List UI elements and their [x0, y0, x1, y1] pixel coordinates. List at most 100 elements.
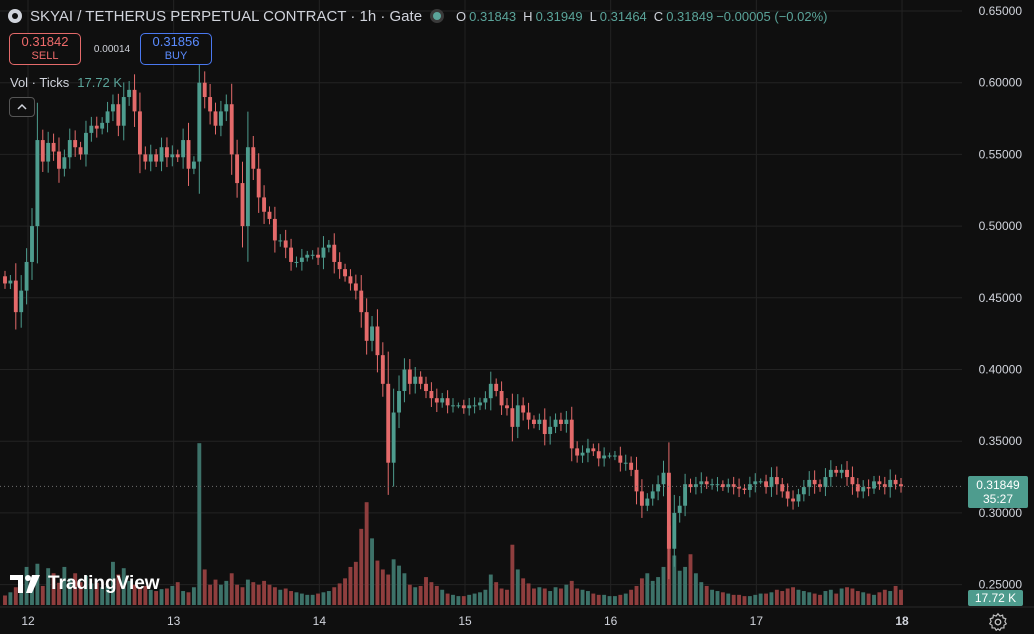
collapse-legend-button[interactable] — [9, 97, 35, 117]
volume-bar — [769, 592, 774, 605]
volume-bar — [807, 592, 812, 605]
volume-bar — [262, 580, 267, 605]
symbol-title[interactable]: SKYAI / TETHERUS PERPETUAL CONTRACT · 1h… — [30, 7, 423, 25]
candle-body — [137, 111, 142, 155]
volume-bar — [623, 593, 628, 605]
candle-body — [245, 147, 250, 227]
candle-body — [175, 154, 180, 158]
tradingview-logo[interactable]: TradingView — [10, 573, 160, 595]
candle-body — [742, 488, 747, 490]
candle-body — [164, 147, 169, 158]
candle-body — [267, 211, 272, 219]
gear-icon[interactable] — [987, 611, 1009, 633]
candle-body — [262, 197, 267, 212]
volume-bar — [89, 583, 94, 605]
volume-bar — [137, 587, 142, 605]
candle-body — [380, 355, 385, 384]
volume-bar — [612, 596, 617, 605]
price-tick-label: 0.25000 — [979, 578, 1023, 592]
volume-bar — [791, 587, 795, 605]
volume-bar — [235, 584, 240, 605]
volume-bar — [602, 594, 607, 605]
candle-body — [197, 82, 202, 162]
volume-bar — [866, 593, 871, 605]
candle-body — [872, 481, 876, 489]
candle-body — [353, 283, 358, 291]
volume-bar — [639, 578, 644, 605]
candle-body — [488, 383, 493, 399]
volume-bar — [677, 570, 682, 605]
volume-bar — [121, 568, 126, 605]
volume-bar — [650, 580, 655, 605]
candle-body — [19, 290, 24, 313]
candle-body — [666, 472, 671, 549]
time-axis[interactable]: 12 13 14 15 16 17 18 — [21, 614, 909, 628]
candle-body — [704, 481, 709, 485]
volume-bar — [316, 593, 321, 605]
volume-bar — [299, 593, 304, 605]
volume-bar — [461, 596, 466, 605]
candle-body — [845, 469, 849, 478]
volume-legend-value: 17.72 K — [77, 75, 123, 90]
volume-bar — [834, 593, 839, 605]
volume-bar — [785, 588, 790, 605]
candle-body — [683, 484, 688, 506]
volume-bar — [537, 587, 542, 605]
candle-body — [553, 419, 558, 427]
candle-body — [348, 276, 353, 284]
volume-bar — [661, 566, 666, 605]
sell-button[interactable]: 0.31842 SELL — [9, 33, 81, 65]
candle-body — [445, 398, 450, 406]
volume-bar — [380, 569, 385, 605]
price-tick-label: 0.35000 — [979, 434, 1023, 448]
volume-bar — [73, 573, 78, 605]
volume-bar — [499, 588, 504, 605]
candle-body — [343, 269, 347, 277]
sell-price: 0.31842 — [21, 34, 69, 49]
volume-bar — [548, 591, 553, 605]
volume-bar — [877, 592, 882, 605]
candle-body — [645, 498, 650, 506]
candle-body — [127, 89, 132, 98]
volume-bar — [715, 591, 720, 605]
volume-bar — [13, 587, 18, 605]
candle-body — [78, 147, 83, 155]
chart-grid — [0, 0, 1034, 608]
price-axis[interactable]: 0.65000 0.60000 0.55000 0.50000 0.45000 0.400… — [979, 4, 1023, 592]
candle-body — [828, 469, 833, 478]
candle-body — [159, 147, 164, 162]
volume-bar — [429, 582, 434, 605]
candle-body — [186, 140, 191, 169]
ohlc-high-key: H — [523, 8, 533, 24]
volume-bar — [704, 585, 709, 605]
candle-body — [143, 154, 148, 162]
candle-body — [407, 369, 412, 384]
candle-body — [877, 481, 882, 485]
candles — [3, 50, 903, 580]
volume-legend-label[interactable]: Vol · Ticks — [10, 75, 70, 90]
volume-bar — [553, 587, 558, 605]
candle-body — [510, 408, 515, 427]
buy-button[interactable]: 0.31856 BUY — [140, 33, 212, 65]
candle-body — [111, 104, 115, 112]
volume-bar — [19, 584, 24, 605]
volume-legend: Vol · Ticks 17.72 K — [10, 75, 122, 90]
volume-bar — [872, 594, 876, 605]
last-price-label: 0.31849 35:27 — [968, 476, 1028, 508]
candle-body — [834, 469, 839, 473]
candle-body — [278, 240, 283, 242]
ohlc-close-key: C — [653, 8, 664, 24]
volume-bar — [40, 585, 45, 605]
ohlc-open-value: 0.31843 — [469, 8, 517, 24]
ohlc-low-key: L — [589, 8, 597, 24]
volume-bar — [94, 582, 99, 605]
candle-body — [791, 498, 795, 502]
volume-bar — [343, 578, 347, 605]
candle-body — [208, 97, 213, 112]
candle-body — [505, 405, 509, 409]
chart-legend: SKYAI / TETHERUS PERPETUAL CONTRACT · 1h… — [8, 6, 828, 26]
volume-bar — [337, 583, 342, 605]
candle-body — [121, 97, 126, 126]
time-tick-label: 16 — [604, 614, 618, 628]
